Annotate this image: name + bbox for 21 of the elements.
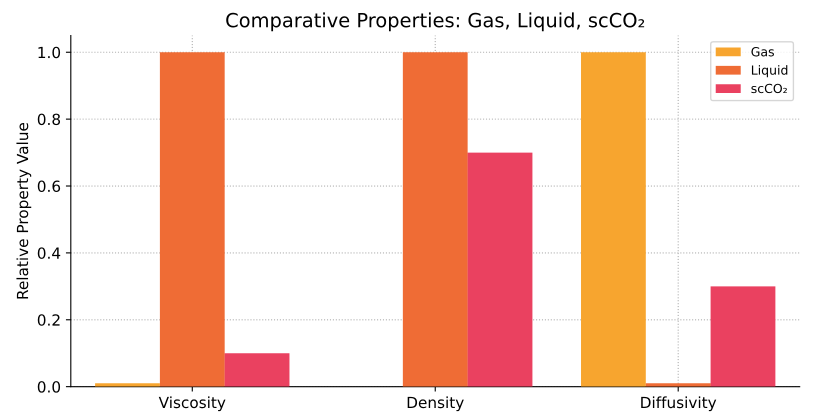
legend-label: Liquid [752, 65, 788, 78]
y-tick-label: 1.0 [38, 46, 60, 58]
y-tick-label: 0.4 [38, 247, 60, 259]
y-tick-label: 0.0 [38, 381, 60, 393]
bar [95, 383, 160, 387]
y-tick-label: 0.2 [38, 314, 60, 326]
y-tick-label: 0.8 [38, 114, 60, 126]
y-tick-label: 0.6 [38, 180, 60, 192]
chart-title: Comparative Properties: Gas, Liquid, scCO₂ [226, 12, 644, 32]
x-tick-label: Diffusivity [641, 396, 716, 412]
y-axis-title: Relative Property Value [16, 122, 32, 299]
x-tick-label: Viscosity [158, 396, 226, 412]
bar [468, 152, 532, 387]
legend-label: scCO₂ [751, 84, 787, 94]
bar [402, 52, 468, 387]
bar [224, 353, 290, 387]
bar [710, 286, 776, 387]
bar [581, 52, 646, 387]
x-tick-label: Density [408, 396, 464, 412]
legend-label: Gas [751, 47, 774, 56]
bar [160, 52, 225, 387]
